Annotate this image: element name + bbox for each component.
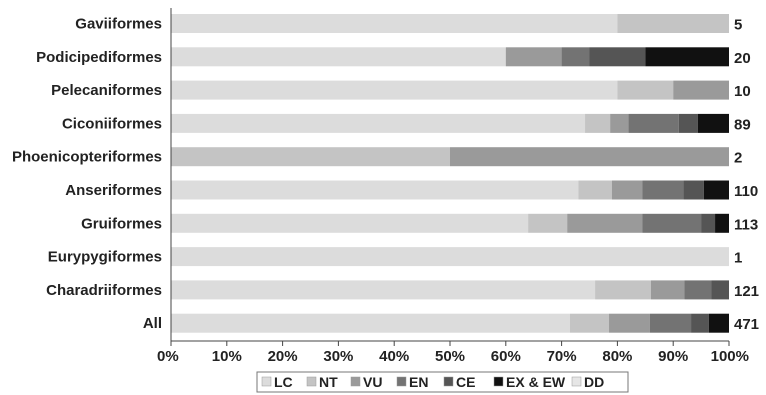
bar-segment-9-5 <box>708 313 729 333</box>
bar-segment-5-4 <box>683 180 704 200</box>
legend-label: VU <box>363 374 382 390</box>
legend-label: EX & EW <box>506 374 566 390</box>
bar-segment-4-2 <box>450 147 729 167</box>
category-label: Anseriformes <box>65 182 162 199</box>
bar-segment-3-2 <box>610 113 629 133</box>
bar-segment-7-0 <box>171 247 729 267</box>
bar-segment-0-1 <box>617 14 729 33</box>
bar-segment-1-5 <box>645 47 729 67</box>
bar-segment-6-0 <box>171 213 529 233</box>
bar-segment-2-1 <box>617 80 674 100</box>
x-tick-label: 100% <box>711 348 749 365</box>
count-label: 5 <box>734 17 742 34</box>
legend-swatch-ce <box>443 376 454 387</box>
bar-segment-9-4 <box>691 313 709 333</box>
bar-segment-3-4 <box>678 113 698 133</box>
legend-label: EN <box>409 374 428 390</box>
legend-label: NT <box>319 374 338 390</box>
x-tick-label: 90% <box>658 348 688 365</box>
bar-segment-5-0 <box>171 180 579 200</box>
bar-segment-6-1 <box>528 213 568 233</box>
category-label: Gaviiformes <box>75 16 162 33</box>
bar-segment-9-2 <box>609 313 650 333</box>
bar-segment-6-2 <box>567 213 643 233</box>
bar-segment-5-5 <box>703 180 729 200</box>
x-tick-label: 20% <box>268 348 298 365</box>
legend-swatch-lc <box>261 376 272 387</box>
bar-segment-8-0 <box>171 280 596 300</box>
bar-segment-6-4 <box>701 213 716 233</box>
bar-segment-3-1 <box>585 113 611 133</box>
bar-segment-8-2 <box>650 280 685 300</box>
count-label: 1 <box>734 250 742 267</box>
bar-segment-9-3 <box>649 313 692 333</box>
x-tick-label: 40% <box>379 348 409 365</box>
bar-segment-9-0 <box>171 313 570 333</box>
bar-segment-1-2 <box>505 47 562 67</box>
bar-segment-4-1 <box>171 147 450 167</box>
count-label: 471 <box>734 316 759 333</box>
legend-label: LC <box>274 374 293 390</box>
count-label: 113 <box>734 216 758 233</box>
bar-segment-3-3 <box>628 113 679 133</box>
category-label: All <box>143 315 162 332</box>
bar-segment-0-0 <box>171 14 618 33</box>
legend-swatch-nt <box>306 376 317 387</box>
bar-segment-6-3 <box>642 213 702 233</box>
x-tick-label: 50% <box>435 348 465 365</box>
category-label: Pelecaniformes <box>51 82 162 99</box>
bar-segment-8-4 <box>711 280 729 300</box>
bar-segment-5-2 <box>611 180 643 200</box>
bar-segment-6-5 <box>715 213 729 233</box>
count-label: 89 <box>734 116 751 133</box>
bar-segment-1-0 <box>171 47 506 67</box>
bar-segment-1-3 <box>561 47 590 67</box>
bar-segment-2-2 <box>673 80 729 100</box>
x-tick-label: 80% <box>602 348 632 365</box>
bar-segment-8-1 <box>595 280 651 300</box>
x-tick-label: 10% <box>212 348 242 365</box>
x-tick-label: 30% <box>323 348 353 365</box>
bar-segment-1-4 <box>589 47 646 67</box>
legend-swatch-ex-ew <box>493 376 504 387</box>
legend-swatch-en <box>396 376 407 387</box>
bar-segment-2-0 <box>171 80 618 100</box>
x-tick-label: 60% <box>491 348 521 365</box>
bar-segment-5-1 <box>578 180 612 200</box>
legend-label: DD <box>584 374 604 390</box>
category-label: Podicipediformes <box>36 49 162 66</box>
category-label: Eurypygiformes <box>48 249 162 266</box>
category-label: Charadriiformes <box>46 282 162 299</box>
bar-segment-5-3 <box>642 180 684 200</box>
category-label: Phoenicopteriformes <box>12 149 162 166</box>
category-label: Gruiformes <box>81 215 162 232</box>
count-label: 2 <box>734 150 742 167</box>
count-label: 20 <box>734 50 751 67</box>
bar-segment-9-1 <box>569 313 610 333</box>
bar-segment-3-5 <box>697 113 729 133</box>
x-tick-label: 70% <box>547 348 577 365</box>
legend-swatch-vu <box>350 376 361 387</box>
legend-swatch-dd <box>571 376 582 387</box>
count-label: 10 <box>734 83 751 100</box>
count-label: 110 <box>734 183 758 200</box>
bar-segment-8-3 <box>684 280 712 300</box>
legend-box <box>256 371 629 393</box>
category-label: Ciconiiformes <box>62 115 162 132</box>
count-label: 121 <box>734 283 759 300</box>
x-tick-label: 0% <box>157 348 179 365</box>
legend-label: CE <box>456 374 475 390</box>
bar-segment-3-0 <box>171 113 586 133</box>
